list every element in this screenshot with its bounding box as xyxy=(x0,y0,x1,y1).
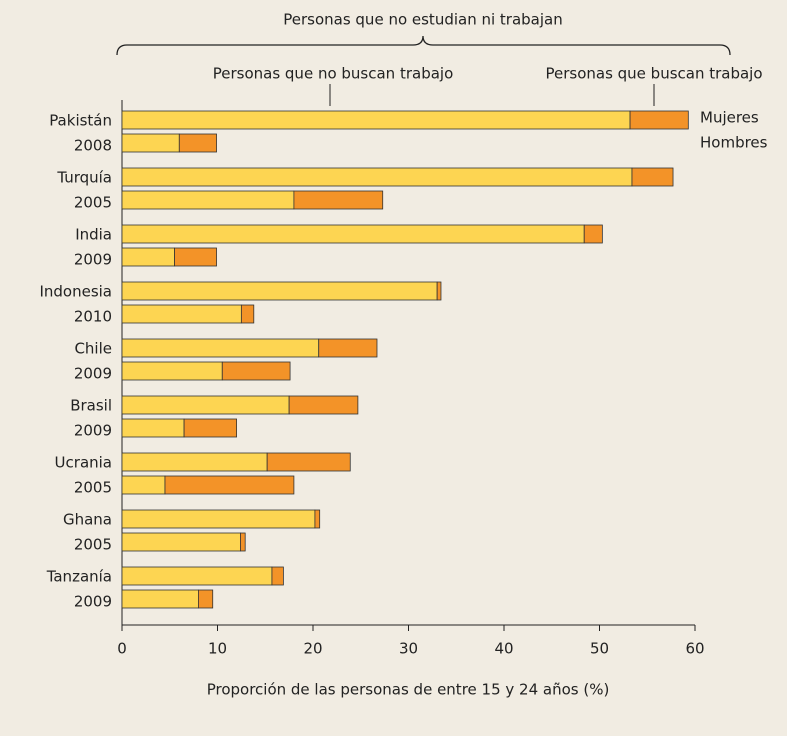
bar-segment xyxy=(121,110,631,130)
bar-segment xyxy=(174,247,217,267)
bar-segment xyxy=(121,475,166,495)
bar-segment xyxy=(629,110,689,130)
category-label: Chile xyxy=(74,340,112,358)
bar-segment xyxy=(121,224,585,244)
bar-segment xyxy=(121,190,295,210)
bar-segment xyxy=(293,190,384,210)
bar-segment xyxy=(318,338,378,358)
bar-segment xyxy=(121,509,316,529)
x-tick-label: 0 xyxy=(117,640,127,658)
bar-segment xyxy=(288,395,359,415)
series-label: Personas que no buscan trabajo xyxy=(213,65,454,83)
bar-segment xyxy=(178,133,217,153)
bar-segment xyxy=(240,532,246,552)
category-year: 2005 xyxy=(74,536,112,554)
bar-segment xyxy=(197,589,214,609)
bar-segment xyxy=(240,304,255,324)
series-label: Personas que buscan trabajo xyxy=(545,65,762,83)
brace xyxy=(116,35,731,56)
subgroup-label: Hombres xyxy=(700,134,768,152)
bar-segment xyxy=(631,167,674,187)
bar-segment xyxy=(266,452,351,472)
x-tick-label: 10 xyxy=(208,640,227,658)
category-label: Turquía xyxy=(56,169,112,187)
category-year: 2009 xyxy=(74,593,112,611)
bar-segment xyxy=(271,566,284,586)
category-label: Brasil xyxy=(70,397,112,415)
bar-segment xyxy=(121,452,268,472)
bar-segment xyxy=(183,418,237,438)
bar-segment xyxy=(121,566,273,586)
x-tick-label: 40 xyxy=(494,640,513,658)
bar-segment xyxy=(314,509,321,529)
bar-segment xyxy=(121,589,199,609)
bar-segment xyxy=(121,361,223,381)
subgroup-label: Mujeres xyxy=(700,109,759,127)
bar-segment xyxy=(121,304,242,324)
category-label: India xyxy=(75,226,112,244)
bar-segment xyxy=(221,361,291,381)
bar-segment xyxy=(121,247,175,267)
x-tick-label: 60 xyxy=(685,640,704,658)
category-year: 2009 xyxy=(74,422,112,440)
x-axis-label: Proporción de las personas de entre 15 y… xyxy=(207,681,610,699)
bar-segment xyxy=(583,224,603,244)
category-year: 2010 xyxy=(74,308,112,326)
bar-segment xyxy=(121,167,633,187)
x-tick-label: 20 xyxy=(303,640,322,658)
category-label: Pakistán xyxy=(49,112,112,130)
bar-segment xyxy=(436,281,442,301)
category-label: Ghana xyxy=(63,511,112,529)
category-year: 2009 xyxy=(74,251,112,269)
bar-segment xyxy=(121,418,185,438)
bar-segment xyxy=(164,475,295,495)
category-label: Tanzanía xyxy=(46,568,112,586)
category-year: 2008 xyxy=(74,137,112,155)
bar-segment xyxy=(121,395,290,415)
x-tick-label: 30 xyxy=(399,640,418,658)
x-tick-label: 50 xyxy=(590,640,609,658)
category-year: 2005 xyxy=(74,194,112,212)
bar-segment xyxy=(121,133,180,153)
bar-segment xyxy=(121,532,241,552)
category-year: 2009 xyxy=(74,365,112,383)
category-year: 2005 xyxy=(74,479,112,497)
bar-segment xyxy=(121,281,438,301)
category-label: Indonesia xyxy=(39,283,112,301)
category-label: Ucrania xyxy=(55,454,112,472)
chart-title: Personas que no estudian ni trabajan xyxy=(283,11,563,29)
bar-segment xyxy=(121,338,320,358)
